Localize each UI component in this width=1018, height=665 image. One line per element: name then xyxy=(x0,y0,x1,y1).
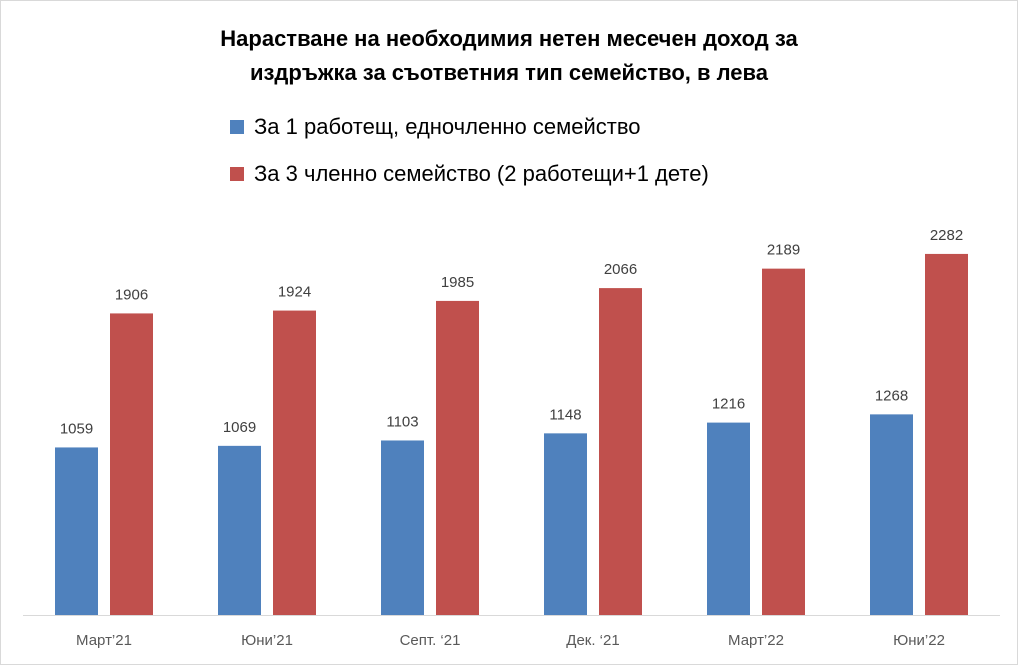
data-label: 2282 xyxy=(930,227,963,244)
data-label: 1924 xyxy=(278,284,311,301)
legend-swatch-blue xyxy=(230,120,244,134)
bar-single xyxy=(218,445,261,615)
data-label: 1059 xyxy=(60,420,93,437)
legend-item-family: За 3 членно семейство (2 работещи+1 дете… xyxy=(230,161,709,187)
bar-family xyxy=(273,310,316,615)
x-tick-label: Юни’22 xyxy=(893,632,945,649)
x-tick-label: Септ. ‘21 xyxy=(400,632,461,649)
legend-item-single: За 1 работещ, едночленно семейство xyxy=(230,114,641,140)
legend-swatch-red xyxy=(230,167,244,181)
bar-family xyxy=(599,288,642,615)
legend-label: За 1 работещ, едночленно семейство xyxy=(254,114,641,139)
data-label: 1268 xyxy=(875,387,908,404)
data-label: 1906 xyxy=(115,286,148,303)
data-label: 2066 xyxy=(604,261,637,278)
bar-single xyxy=(381,440,424,615)
bar-family xyxy=(436,300,479,615)
chart-title-line-2: издръжка за съответния тип семейство, в … xyxy=(249,60,769,85)
chart-title-line-1: Нарастване на необходимия нетен месечен … xyxy=(220,26,798,51)
bar-single xyxy=(55,447,98,615)
x-tick-label: Юни’21 xyxy=(241,632,293,649)
data-label: 1148 xyxy=(549,406,581,423)
bar-family xyxy=(925,253,968,615)
x-tick-label: Март’21 xyxy=(76,632,132,649)
data-label: 1216 xyxy=(712,396,745,413)
x-tick-label: Март’22 xyxy=(728,632,784,649)
data-label: 2189 xyxy=(767,242,800,259)
legend-label: За 3 членно семейство (2 работещи+1 дете… xyxy=(254,161,709,186)
data-label: 1985 xyxy=(441,274,474,291)
x-tick-label: Дек. ‘21 xyxy=(566,632,619,649)
data-label: 1103 xyxy=(386,413,418,430)
chart-title: Нарастване на необходимия нетен месечен … xyxy=(0,22,1018,90)
bar-single xyxy=(870,414,913,615)
bar-single xyxy=(707,422,750,615)
bar-single xyxy=(544,433,587,615)
bar-family xyxy=(110,313,153,615)
bar-family xyxy=(762,268,805,615)
data-label: 1069 xyxy=(223,419,256,436)
